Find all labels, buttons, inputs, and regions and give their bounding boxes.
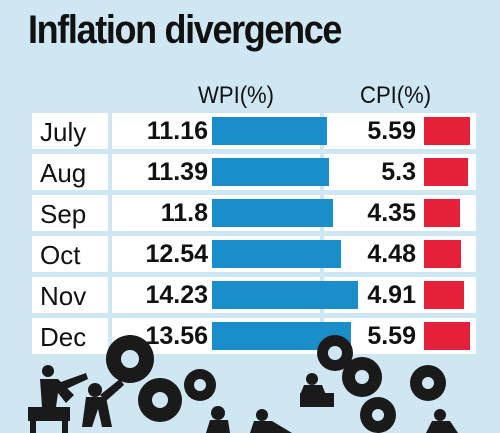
- cpi-bar: [424, 117, 470, 145]
- column-divider: [108, 318, 112, 354]
- wpi-value: 11.39: [146, 158, 208, 186]
- table-row: Sep 11.8 4.35: [32, 195, 476, 231]
- month-label: Aug: [40, 158, 87, 188]
- cpi-value: 4.35: [367, 199, 416, 227]
- month-label: Oct: [40, 240, 81, 270]
- wpi-value: 11.8: [160, 199, 208, 227]
- table-row: July 11.16 5.59: [32, 113, 476, 149]
- cpi-bar: [424, 322, 470, 350]
- gear-workers-illustration-icon: [28, 335, 458, 433]
- wpi-value: 11.16: [146, 117, 208, 145]
- table-row: Dec 13.56 5.59: [32, 318, 476, 354]
- wpi-bar: [212, 199, 334, 227]
- wpi-value: 12.54: [145, 240, 208, 268]
- cpi-bar: [424, 281, 465, 309]
- cpi-value: 5.59: [367, 117, 416, 145]
- column-divider: [108, 277, 112, 313]
- column-header-wpi: WPI(%): [198, 82, 275, 109]
- cpi-value: 4.91: [367, 281, 416, 309]
- wpi-value: 14.23: [145, 281, 208, 309]
- cpi-value: 4.48: [367, 240, 416, 268]
- column-divider: [108, 236, 112, 272]
- cpi-bar: [424, 199, 460, 227]
- cpi-value: 5.3: [381, 158, 416, 186]
- column-header-cpi: CPI(%): [360, 82, 432, 109]
- column-divider: [108, 195, 112, 231]
- column-divider: [108, 154, 112, 190]
- wpi-bar: [212, 240, 341, 268]
- chart-title: Inflation divergence: [28, 8, 342, 52]
- wpi-bar: [212, 281, 358, 309]
- column-divider: [108, 113, 112, 149]
- month-label: Nov: [40, 281, 87, 311]
- wpi-bar: [212, 117, 327, 145]
- month-label: July: [40, 117, 87, 147]
- month-label: Dec: [40, 322, 87, 352]
- cpi-bar: [424, 240, 461, 268]
- table-row: Nov 14.23 4.91: [32, 277, 476, 313]
- cpi-value: 5.59: [367, 322, 416, 350]
- wpi-bar: [212, 158, 329, 186]
- table-row: Oct 12.54 4.48: [32, 236, 476, 272]
- cpi-bar: [424, 158, 468, 186]
- wpi-value: 13.56: [145, 322, 208, 350]
- table-row: Aug 11.39 5.3: [32, 154, 476, 190]
- month-label: Sep: [40, 199, 87, 229]
